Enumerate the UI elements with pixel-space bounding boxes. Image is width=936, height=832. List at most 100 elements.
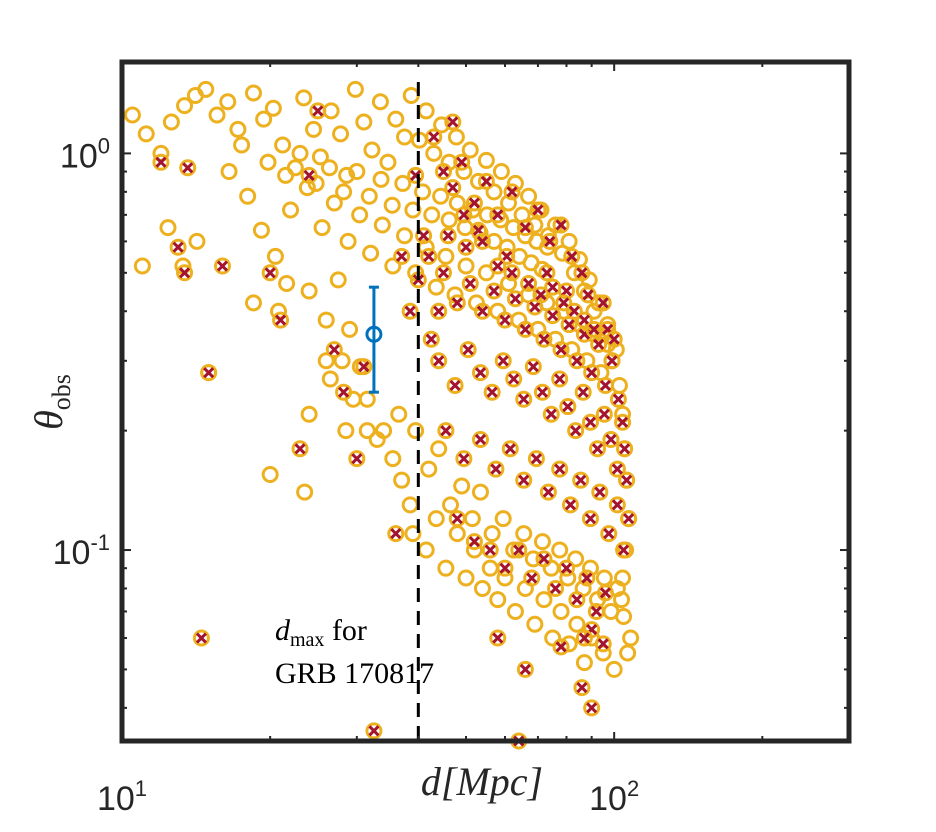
x-tick-label-exp: 2: [627, 776, 639, 801]
detected-x-point: [597, 638, 609, 650]
detected-x-point: [608, 333, 620, 345]
detected-circle-point: [200, 364, 218, 382]
detected-circle-point: [544, 278, 562, 296]
detected-circle-point: [365, 722, 383, 740]
annotation-var: d: [275, 614, 291, 647]
open-circle-point: [524, 550, 542, 568]
detected-circle-point: [291, 440, 309, 458]
open-circle-point: [317, 352, 335, 370]
detected-x-point: [568, 305, 580, 317]
detected-circle-point: [581, 413, 599, 431]
open-circle-point: [244, 84, 262, 102]
detected-x-point: [447, 116, 459, 128]
detected-circle-point: [473, 232, 491, 250]
detected-x-point: [611, 499, 623, 511]
open-circle-point: [188, 232, 206, 250]
detected-circle-point: [547, 579, 565, 597]
detected-circle-point: [583, 364, 601, 382]
detected-circle-point: [541, 232, 559, 250]
detected-x-point: [351, 453, 363, 465]
detected-circle-point: [434, 163, 452, 181]
detected-circle-point: [538, 264, 556, 282]
detected-circle-point: [503, 264, 521, 282]
detected-x-point: [358, 361, 370, 373]
detected-x-point: [509, 293, 521, 305]
open-circle-point: [321, 159, 339, 177]
detected-x-point: [558, 297, 570, 309]
detected-x-point: [303, 169, 315, 181]
open-circle-point: [425, 144, 443, 162]
detected-circle-point: [532, 286, 550, 304]
observed-point-marker: [365, 325, 383, 343]
detected-x-point: [449, 379, 461, 392]
detected-x-point: [584, 513, 597, 525]
detected-circle-point: [420, 247, 438, 265]
detected-circle-point: [523, 569, 541, 587]
detected-circle-point: [457, 238, 475, 256]
detected-x-point: [547, 281, 559, 293]
detected-x-point: [433, 355, 445, 367]
open-circle-point: [220, 163, 238, 181]
detected-x-point: [368, 725, 380, 737]
detected-x-point: [462, 344, 474, 356]
detected-circle-point: [506, 290, 524, 308]
detected-x-point: [508, 373, 520, 385]
detected-circle-point: [596, 584, 614, 602]
open-circle-point: [414, 183, 432, 201]
detected-x-point: [529, 301, 541, 313]
detected-x-point: [456, 156, 468, 168]
detected-x-point: [544, 235, 556, 247]
open-circle-point: [197, 80, 215, 98]
detected-circle-point: [587, 602, 605, 620]
detected-circle-point: [552, 216, 570, 234]
detected-x-point: [578, 632, 590, 644]
detected-circle-point: [503, 183, 521, 201]
open-circle-point: [427, 510, 445, 528]
open-circle-point: [453, 477, 471, 495]
detected-x-point: [216, 260, 229, 272]
detected-x-point: [328, 344, 340, 356]
open-circle-point: [329, 271, 347, 289]
open-circle-point: [404, 201, 422, 219]
detected-x-point: [547, 310, 559, 322]
detected-circle-point: [573, 679, 591, 697]
detected-circle-point: [448, 510, 466, 528]
open-circle-point: [390, 405, 408, 423]
detected-circle-point: [557, 559, 575, 577]
y-tick-label-base: 10: [53, 534, 91, 572]
detected-x-point: [538, 333, 550, 345]
detected-circle-point: [169, 238, 187, 256]
detected-circle-point: [477, 172, 495, 190]
detected-x-point: [612, 393, 624, 405]
detected-x-point: [418, 230, 430, 242]
open-circle-point: [298, 179, 316, 197]
detected-x-point: [611, 463, 623, 475]
detected-x-point: [492, 632, 504, 644]
open-circle-point: [393, 471, 411, 489]
y-tick-label: 100: [60, 133, 110, 175]
detected-circle-point: [520, 274, 538, 292]
open-circle-point: [533, 533, 551, 551]
open-circle-point: [325, 194, 343, 212]
detected-x-point: [542, 486, 554, 498]
detected-x-point: [428, 131, 440, 143]
detected-x-point: [519, 663, 531, 675]
y-axis-label-main: θ: [26, 410, 71, 430]
detected-circle-point: [608, 460, 626, 478]
detected-circle-point: [583, 699, 601, 717]
detected-circle-point: [176, 264, 194, 282]
open-circle-point: [515, 525, 533, 543]
open-circle-point: [332, 125, 350, 143]
open-circle-point: [252, 221, 270, 239]
detected-circle-point: [501, 440, 519, 458]
detected-x-point: [506, 186, 518, 198]
detected-x-point: [458, 209, 470, 221]
x-tick-label: 101: [97, 776, 147, 818]
detected-circle-point: [575, 629, 593, 647]
x-tick-label-exp: 1: [135, 776, 147, 801]
open-circle-point: [473, 579, 491, 597]
detected-circle-point: [487, 460, 505, 478]
x-tick-label-base: 10: [97, 780, 135, 818]
open-circle-point: [278, 274, 296, 292]
detected-x-point: [545, 408, 557, 420]
